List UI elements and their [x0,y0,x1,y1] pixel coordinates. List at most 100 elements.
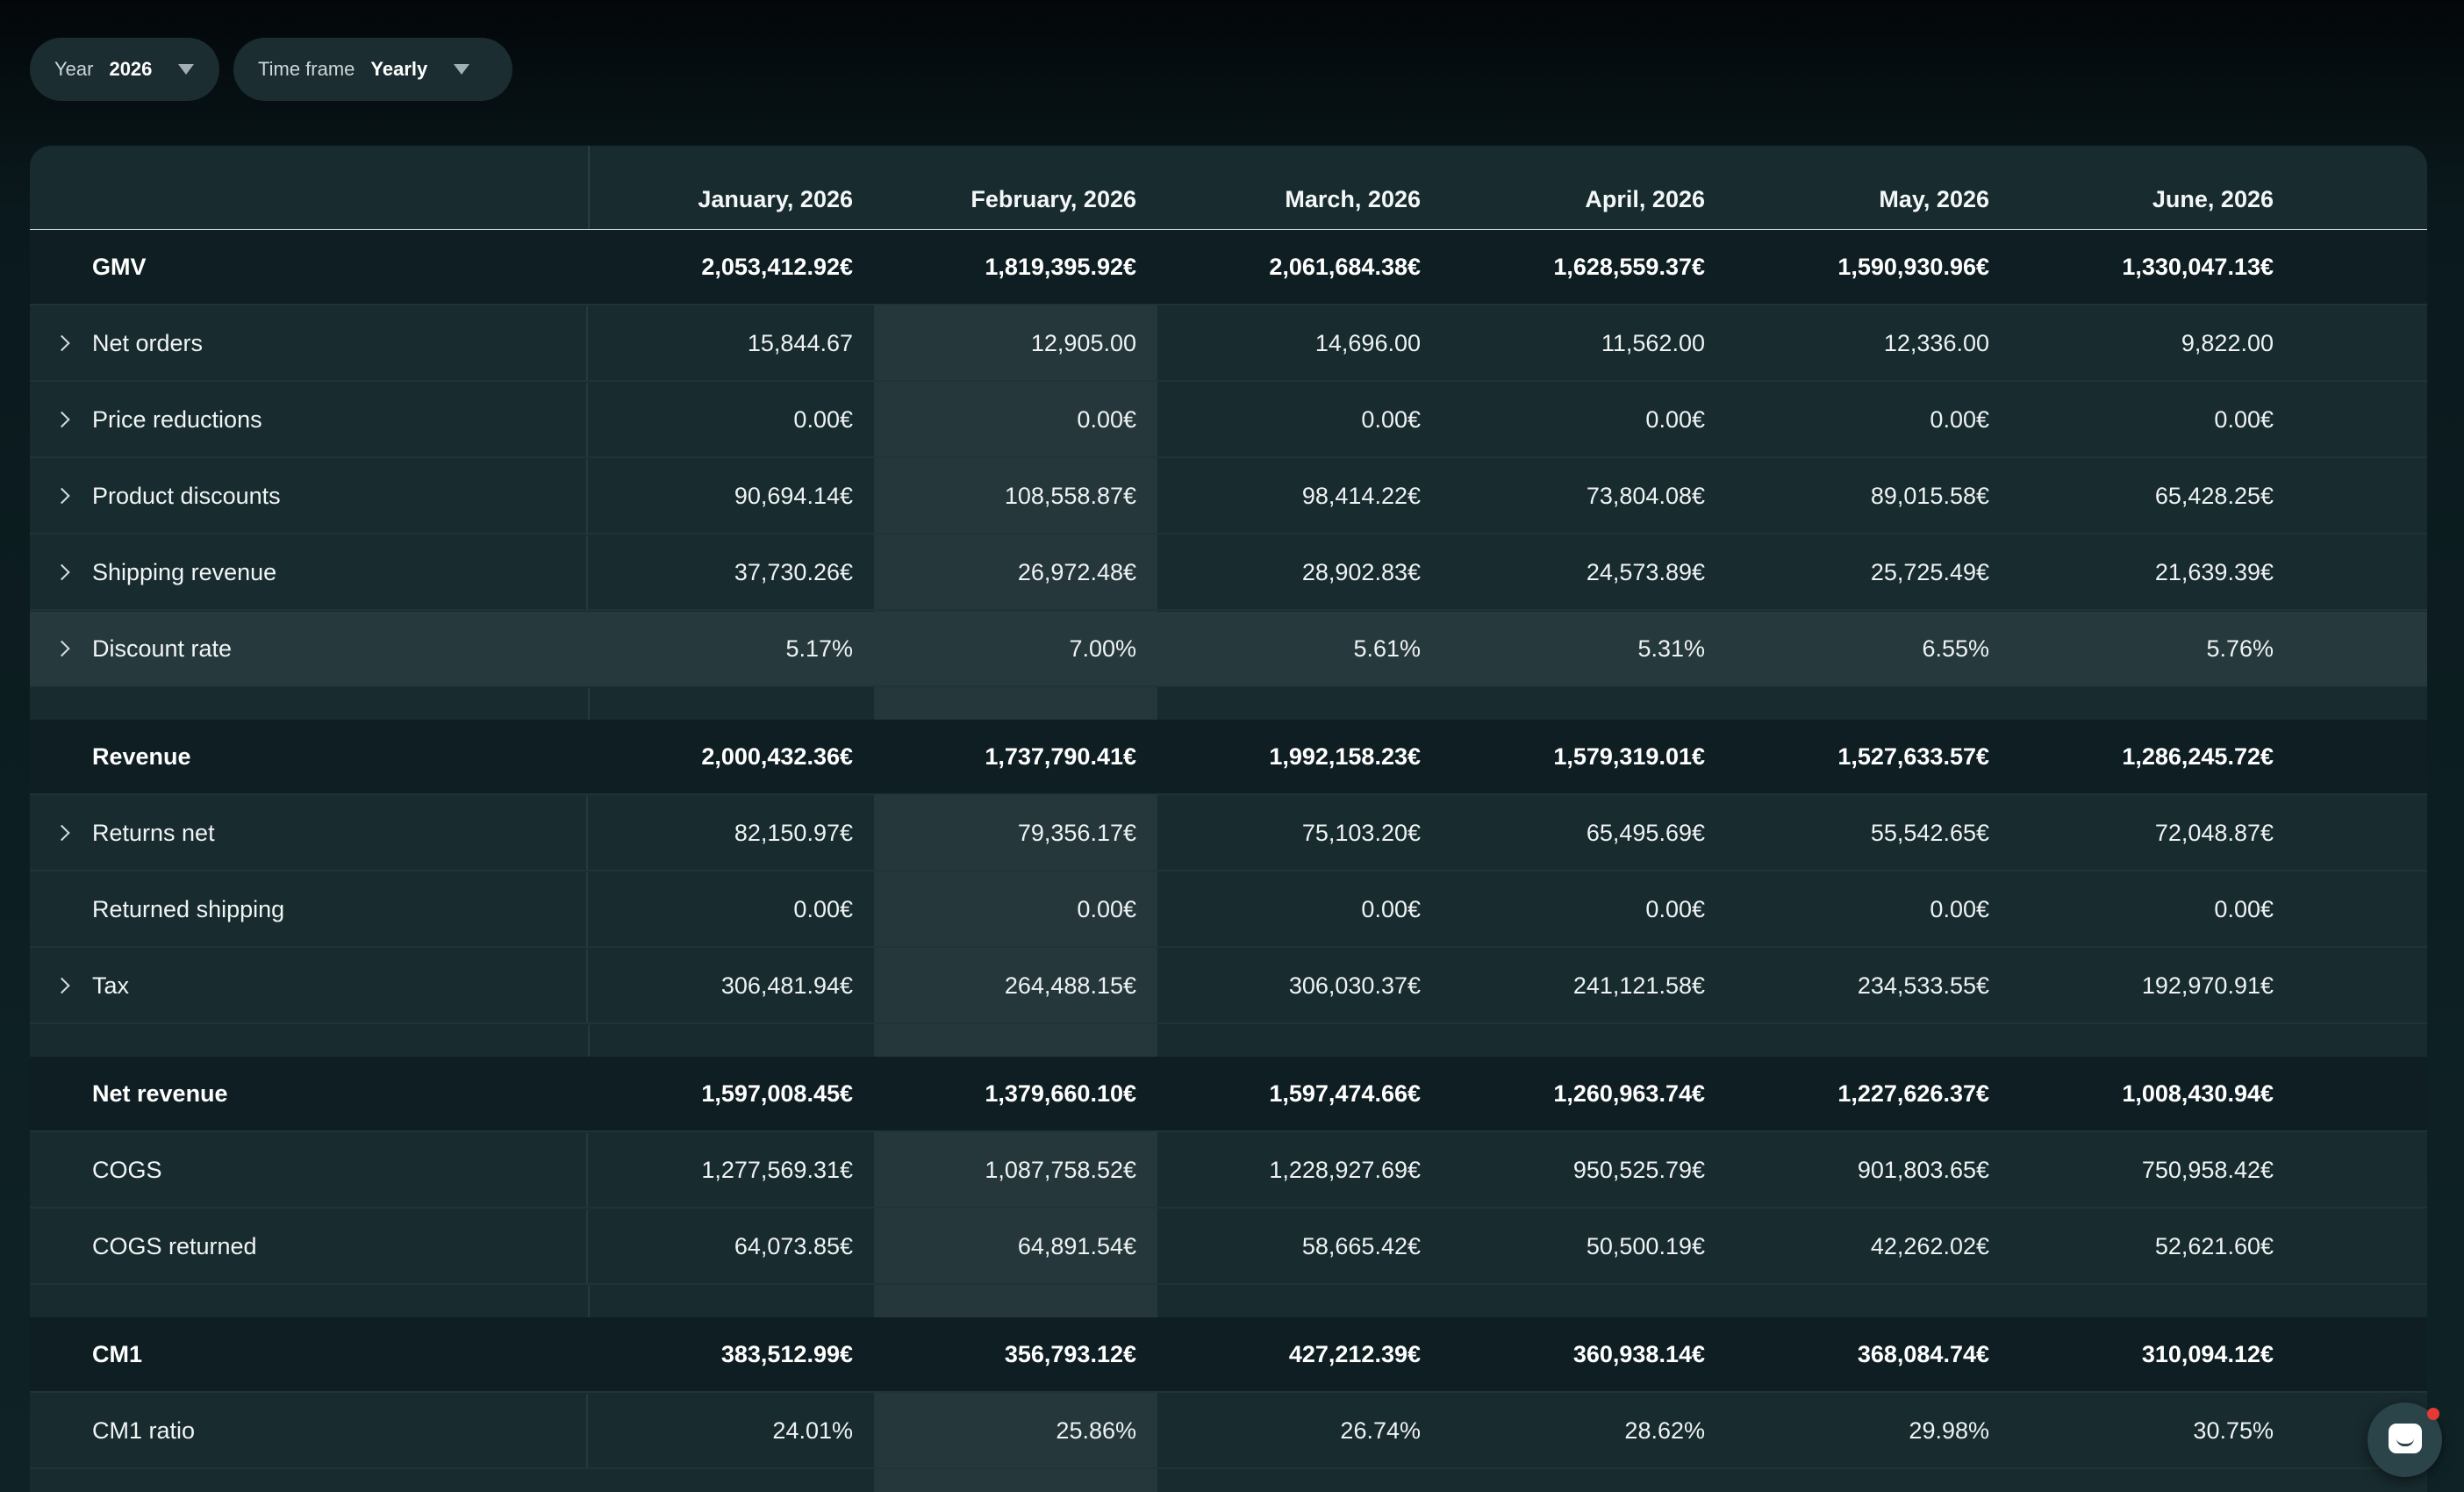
total-row: Revenue 2,000,432.36€ 1,737,790.41€ 1,992,1… [30,720,2427,795]
value-cell: 1,579,319.01€ [1553,743,1705,770]
value-cell: 1,008,430.94€ [2122,1080,2274,1107]
chevron-right-icon[interactable] [54,411,70,428]
total-row: CM1 383,512.99€ 356,793.12€ 427,212.39€ 360,… [30,1317,2427,1393]
value-cell: 0.00€ [793,896,853,922]
table-row[interactable]: Discount rate 5.17% 7.00% 5.61% 5.31% 6.55% 5.… [30,612,2427,687]
value-cell: 0.00€ [1361,896,1421,922]
value-cell: 73,804.08€ [1586,483,1705,509]
caret-down-icon [454,64,470,75]
value-cell: 2,053,412.92€ [701,254,853,280]
value-cell: 3 [2296,1317,2427,1391]
value-cell: 1,737,790.41€ [985,743,1136,770]
column-divider [588,688,590,720]
value-cell: 64,073.85€ [734,1233,853,1259]
row-label-cell: Discount rate [30,612,588,685]
value-cell: 9,822.00 [2181,330,2274,356]
table-row[interactable]: Returns net 82,150.97€ 79,356.17€ 75,103.20… [30,796,2427,872]
value-cell: 368,084.74€ [1857,1341,1989,1367]
value-cell: 1,597,008.45€ [701,1080,853,1107]
value-cell: 360,938.14€ [1572,1341,1705,1367]
value-cell: 0.00€ [793,406,853,433]
value-cell: 383,512.99€ [720,1341,853,1367]
table-row[interactable]: Price reductions 0.00€ 0.00€ 0.00€ 0.00€ 0.00… [30,383,2427,458]
value-cell: 15,844.67 [747,330,853,356]
value-cell: 2,061,684.38€ [1269,254,1421,280]
value-cell: 25,725.49€ [1870,559,1989,585]
row-label-cell: Returned shipping [30,872,588,946]
month-header: April, 2026 [1585,186,1705,212]
value-cell: 306,030.37€ [1288,972,1421,999]
value-cell: 1,819,395.92€ [985,254,1136,280]
table-row: COGS 1,277,569.31€ 1,087,758.52€ 1,228,927.… [30,1133,2427,1209]
column-divider [588,1025,590,1057]
row-label: Shipping revenue [92,559,277,585]
year-select[interactable]: Year 2026 [30,38,219,101]
chevron-right-icon[interactable] [54,334,70,352]
value-cell: 356,793.12€ [1004,1341,1136,1367]
value-cell: 950,525.79€ [1572,1157,1705,1183]
value-cell: 6.55% [1922,635,1989,662]
value-cell: 5.17% [785,635,853,662]
month-header: June, 2026 [2152,186,2274,212]
table-row[interactable]: Tax 306,481.94€ 264,488.15€ 306,030.37€ 241,… [30,949,2427,1024]
row-label-cell: CM1 [30,1317,588,1391]
month-header: May, 2026 [1879,186,1989,212]
value-cell: 306,481.94€ [720,972,853,999]
value-cell: 12,905.00 [1030,330,1136,356]
value-cell: 1,286,245.72€ [2122,743,2274,770]
month-header: March, 2026 [1285,186,1421,212]
row-label: Net revenue [92,1080,228,1107]
value-cell: 90,694.14€ [734,483,853,509]
value-cell: 14,696.00 [1314,330,1421,356]
chevron-right-icon[interactable] [54,487,70,505]
chevron-right-icon[interactable] [54,640,70,657]
table-row: COGS returned 64,073.85€ 64,891.54€ 58,665.… [30,1209,2427,1285]
value-cell: 1,379,660.10€ [985,1080,1136,1107]
chevron-right-icon[interactable] [54,977,70,994]
value-cell: 1,277,569.31€ [701,1157,853,1183]
value-cell: 24,573.89€ [1586,559,1705,585]
value-cell: 65,495.69€ [1586,820,1705,846]
row-label-cell: Price reductions [30,383,588,456]
table-row[interactable]: Shipping revenue 37,730.26€ 26,972.48€ 28,9… [30,535,2427,611]
year-select-value: 2026 [109,58,153,80]
row-label-cell: Net revenue [30,1057,588,1130]
value-cell: 901,803.65€ [1857,1157,1989,1183]
chevron-right-icon[interactable] [54,824,70,842]
value-cell: 1,597,474.66€ [1269,1080,1421,1107]
group-spacer [30,688,2427,720]
chevron-right-icon[interactable] [54,563,70,581]
value-cell: 50,500.19€ [1586,1233,1705,1259]
row-label-cell: Tax [30,949,588,1022]
table-header: January, 2026 February, 2026 March, 2026 Ap… [30,146,2427,231]
value-cell: 108,558.87€ [1004,483,1136,509]
value-cell: 1,3 [2296,230,2427,304]
filter-bar: Year 2026 Time frame Yearly [30,38,512,101]
value-cell: 52,621.60€ [2154,1233,2274,1259]
group-spacer [30,1286,2427,1317]
value-cell: 0.00€ [1930,406,1989,433]
value-cell: 0.00€ [2214,896,2274,922]
row-label: Product discounts [92,483,281,509]
value-cell: 25.86% [1056,1417,1136,1444]
header-divider [588,146,590,229]
value-cell: 98,414.22€ [1301,483,1421,509]
table-row: CM1 ratio 24.01% 25.86% 26.74% 28.62% 29.98% 3… [30,1394,2427,1469]
value-cell: 7.00% [1069,635,1136,662]
chat-launcher-button[interactable] [2367,1402,2442,1477]
value-cell: 192,970.91€ [2141,972,2274,999]
chat-icon [2389,1424,2422,1453]
table-row[interactable]: Net orders 15,844.67 12,905.00 14,696.00 11,… [30,306,2427,382]
timeframe-select-label: Time frame [258,58,355,80]
value-cell: 28.62% [1624,1417,1705,1444]
table-row[interactable]: Product discounts 90,694.14€ 108,558.87€ 98… [30,459,2427,534]
value-cell: 12,336.00 [1883,330,1989,356]
row-label-cell: Product discounts [30,459,588,533]
year-select-label: Year [54,58,94,80]
row-label-cell: Shipping revenue [30,535,588,609]
timeframe-select[interactable]: Time frame Yearly [233,38,512,101]
month-header: February, 2026 [971,186,1136,212]
value-cell: 264,488.15€ [1004,972,1136,999]
value-cell: 241,121.58€ [1572,972,1705,999]
value-cell: 0.00€ [1361,406,1421,433]
